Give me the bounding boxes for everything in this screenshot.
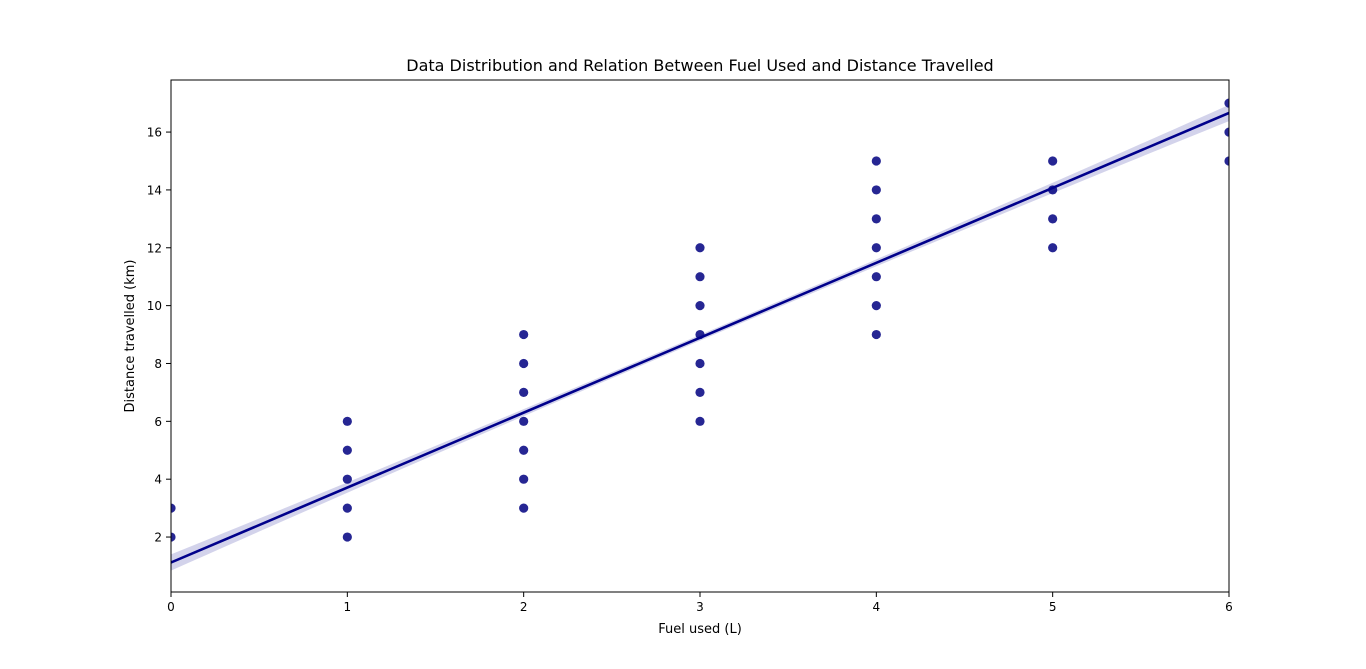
data-point <box>1048 156 1058 166</box>
x-axis-ticks: 0 1 2 3 4 5 6 <box>167 592 1233 614</box>
data-point <box>519 387 529 398</box>
x-axis-label: Fuel used (L) <box>658 622 742 637</box>
data-point <box>519 445 529 455</box>
data-point <box>871 329 881 340</box>
y-tick-label: 6 <box>154 415 162 429</box>
data-point <box>342 474 352 484</box>
y-tick-label: 2 <box>154 531 162 545</box>
data-point <box>519 329 529 340</box>
x-tick-label: 4 <box>873 600 881 614</box>
y-tick-label: 16 <box>147 126 162 140</box>
data-point <box>695 301 705 311</box>
chart-title: Data Distribution and Relation Between F… <box>406 56 993 75</box>
data-point <box>1048 214 1058 224</box>
data-point <box>871 243 881 253</box>
y-axis-label: Distance travelled (km) <box>123 259 138 412</box>
x-tick-label: 3 <box>696 600 704 614</box>
x-tick-label: 2 <box>520 600 528 614</box>
data-point <box>1224 127 1229 137</box>
data-point <box>342 445 352 455</box>
data-point <box>871 185 881 195</box>
data-point <box>1224 98 1229 108</box>
regression-line <box>171 111 1229 564</box>
data-point <box>342 416 352 426</box>
y-axis-ticks: 2 4 6 8 10 12 14 16 <box>147 126 171 545</box>
y-tick-label: 10 <box>147 299 162 313</box>
x-tick-label: 1 <box>344 600 352 614</box>
x-tick-label: 5 <box>1049 600 1057 614</box>
y-tick-label: 12 <box>147 241 162 255</box>
data-point <box>871 214 881 224</box>
data-point <box>695 243 705 253</box>
data-point <box>695 358 705 369</box>
data-point <box>519 358 529 369</box>
data-point <box>519 416 529 426</box>
plot-area <box>170 79 1230 593</box>
data-point <box>1048 243 1058 253</box>
x-tick-label: 6 <box>1225 600 1233 614</box>
data-point <box>171 532 176 542</box>
data-point <box>1224 156 1229 166</box>
data-point <box>871 301 881 311</box>
data-point <box>171 503 176 513</box>
y-tick-label: 4 <box>154 473 162 487</box>
y-tick-label: 14 <box>147 183 162 197</box>
x-tick-label: 0 <box>167 600 175 614</box>
data-point <box>695 272 705 282</box>
data-point <box>695 387 705 398</box>
y-tick-label: 8 <box>154 357 162 371</box>
data-point <box>342 503 352 513</box>
data-point <box>871 272 881 282</box>
data-point <box>871 156 881 166</box>
data-point <box>342 532 352 542</box>
plot-content <box>171 98 1229 571</box>
data-point <box>695 416 705 426</box>
data-point <box>519 503 529 513</box>
data-point <box>519 474 529 484</box>
